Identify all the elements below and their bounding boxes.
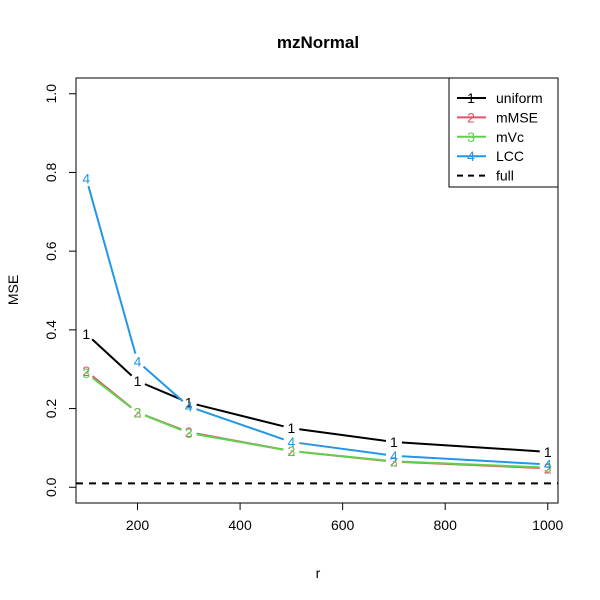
series-mMSE: 2 2 2 2 2 2 xyxy=(82,363,551,476)
y-tick-label: 0.4 xyxy=(43,320,59,340)
legend-box xyxy=(448,77,559,188)
series-segment xyxy=(144,383,182,401)
y-tick-label: 1.0 xyxy=(43,84,59,104)
legend-label: mMSE xyxy=(496,109,538,125)
data-point: 3 xyxy=(544,460,552,476)
series-segment xyxy=(401,455,540,465)
legend-item-full: full xyxy=(457,168,514,184)
data-point: 3 xyxy=(185,425,193,441)
series-segment xyxy=(91,377,132,409)
data-point: 2 xyxy=(82,363,90,379)
legend-label: uniform xyxy=(496,90,543,106)
legend-label: LCC xyxy=(496,148,524,164)
data-point: 1 xyxy=(134,373,142,389)
legend: 1 uniform 2 mMSE 3 mVc 4 LCC full xyxy=(448,77,559,188)
series-segment xyxy=(299,450,387,462)
data-point: 4 xyxy=(287,434,295,450)
data-point: 3 xyxy=(82,365,90,381)
legend-item-mVc: 3 mVc xyxy=(457,129,524,145)
legend-marker: 1 xyxy=(467,90,475,106)
data-point: 1 xyxy=(82,326,90,342)
series-segment xyxy=(299,428,387,442)
data-point: 2 xyxy=(544,460,552,476)
series-segment xyxy=(87,185,137,354)
data-point: 2 xyxy=(134,404,142,420)
axes: 200 400 600 800 1000 0.0 0.2 0.4 0.6 0.8 1.0 xyxy=(43,84,564,533)
series-uniform: 1 1 1 1 1 1 xyxy=(82,326,551,460)
data-point: 2 xyxy=(185,424,193,440)
data-point: 2 xyxy=(390,454,398,470)
x-tick-label: 200 xyxy=(126,517,150,533)
series-mVc: 3 3 3 3 3 3 xyxy=(82,365,551,475)
x-tick-label: 600 xyxy=(331,517,355,533)
data-point: 4 xyxy=(185,399,193,415)
y-tick-label: 0.8 xyxy=(43,163,59,183)
series-segment xyxy=(91,338,133,377)
data-point: 3 xyxy=(390,453,398,469)
data-point: 1 xyxy=(287,420,295,436)
series-segment xyxy=(144,414,182,431)
data-point: 1 xyxy=(544,444,552,460)
data-point: 3 xyxy=(134,404,142,420)
data-point: 4 xyxy=(134,353,142,369)
data-point: 2 xyxy=(287,443,295,459)
data-point: 4 xyxy=(390,448,398,464)
x-tick-label: 1000 xyxy=(532,517,563,533)
legend-marker: 4 xyxy=(467,148,475,164)
series-segment xyxy=(196,433,284,451)
y-axis-label: MSE xyxy=(5,275,21,305)
series-segment xyxy=(299,442,387,456)
legend-marker: 2 xyxy=(467,109,475,125)
data-point: 4 xyxy=(544,456,552,472)
x-axis-label: r xyxy=(316,565,321,581)
chart-title: mzNormal xyxy=(277,33,359,52)
series-segment xyxy=(401,460,540,469)
series-segment xyxy=(196,403,284,428)
y-tick-label: 0.0 xyxy=(43,477,59,497)
x-tick-label: 800 xyxy=(434,517,458,533)
legend-label: full xyxy=(496,168,514,184)
legend-item-mMSE: 2 mMSE xyxy=(457,109,538,125)
legend-marker: 3 xyxy=(467,129,475,145)
legend-item-LCC: 4 LCC xyxy=(457,148,524,164)
data-point: 1 xyxy=(390,434,398,450)
x-tick-label: 400 xyxy=(228,517,252,533)
series-segment xyxy=(196,408,285,441)
series-segment xyxy=(401,441,540,453)
legend-label: mVc xyxy=(496,129,524,145)
data-point: 1 xyxy=(185,395,193,411)
data-point: 3 xyxy=(287,443,295,459)
legend-item-uniform: 1 uniform xyxy=(457,90,543,106)
y-tick-label: 0.2 xyxy=(43,399,59,419)
series-LCC: 4 4 4 4 4 4 xyxy=(82,170,551,472)
series-segment xyxy=(142,365,184,403)
data-point: 4 xyxy=(82,170,90,186)
y-tick-label: 0.6 xyxy=(43,241,59,261)
